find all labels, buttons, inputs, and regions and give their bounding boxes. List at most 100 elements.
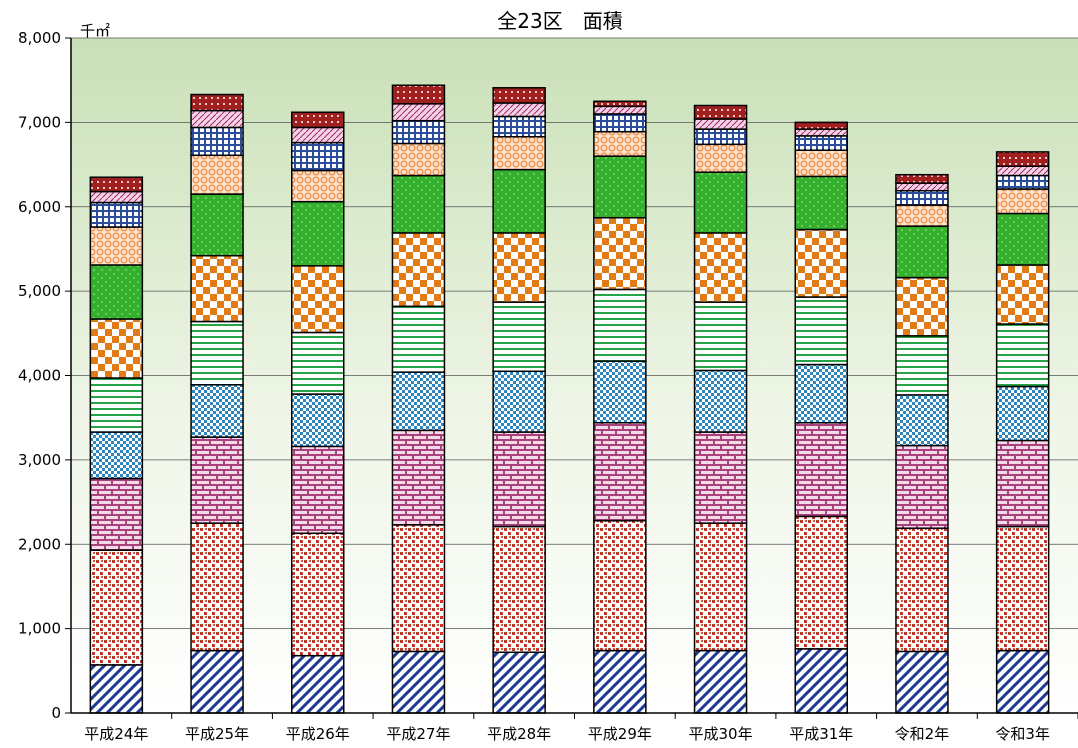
bar-segment (190, 126, 244, 157)
bar-segment (291, 126, 345, 144)
bar-segment (593, 105, 647, 115)
bar-segment (593, 155, 647, 219)
bar-segment (291, 393, 345, 448)
bar-segment (391, 142, 446, 177)
bar-segment (995, 212, 1050, 266)
bar-segment (291, 111, 345, 129)
bar-segment (492, 135, 546, 171)
bar-segment (492, 115, 546, 138)
bar-segment (391, 371, 446, 432)
bar-segment (89, 664, 144, 714)
bar-segment (593, 422, 647, 522)
bar-segment (391, 103, 446, 122)
bar-segment (492, 301, 546, 373)
unit-label: 千㎡ (80, 22, 110, 40)
bar-segment (693, 171, 748, 234)
x-tick-label: 平成26年 (286, 725, 350, 743)
bar-segment (291, 532, 345, 657)
bar-segment (391, 429, 446, 526)
bar-segment (794, 228, 848, 298)
bar-segment (693, 431, 748, 524)
bar-segment (693, 143, 748, 173)
bar-segment (895, 182, 949, 192)
bar-segment (593, 288, 647, 362)
bar-segment (291, 445, 345, 535)
x-tick-label: 平成24年 (84, 725, 148, 743)
bar-segment (391, 84, 446, 105)
bar-stack (995, 151, 1050, 714)
bar-segment (895, 276, 949, 337)
x-tick-label: 平成29年 (588, 725, 652, 743)
bar-segment (794, 515, 848, 650)
y-tick-label: 7,000 (18, 113, 61, 131)
bar-segment (794, 135, 848, 151)
bar-segment (995, 174, 1050, 190)
bar-segment (492, 431, 546, 528)
bar-segment (794, 648, 848, 714)
bar-segment (895, 225, 949, 279)
bar-segment (492, 102, 546, 118)
bar-segment (794, 363, 848, 424)
bar-segment (593, 100, 647, 108)
bar-segment (391, 305, 446, 373)
bar-segment (190, 522, 244, 652)
bar-segment (190, 93, 244, 112)
y-tick-label: 3,000 (18, 451, 61, 469)
y-tick-label: 2,000 (18, 535, 61, 553)
bar-segment (492, 651, 546, 714)
bar-segment (995, 264, 1050, 325)
bar-segment (794, 149, 848, 178)
y-tick-label: 1,000 (18, 620, 61, 638)
bar-segment (895, 650, 949, 714)
bar-segment (995, 165, 1050, 177)
bar-segment (895, 335, 949, 396)
bar-segment (593, 130, 647, 157)
bar-segment (391, 650, 446, 714)
bar-segment (492, 87, 546, 104)
bar-segment (895, 527, 949, 653)
bar-segment (291, 169, 345, 203)
bar-segment (391, 174, 446, 234)
bar-segment (89, 431, 144, 480)
bar-segment (291, 331, 345, 395)
bar-segment (89, 190, 144, 204)
bar-segment (391, 524, 446, 653)
bar-segment (89, 477, 144, 551)
bar-segment (492, 370, 546, 433)
bar-segment (492, 168, 546, 234)
bar-segment (190, 649, 244, 714)
bar-segment (190, 109, 244, 129)
bar-segment (89, 264, 144, 320)
bar-segment (291, 200, 345, 267)
bar-segment (190, 436, 244, 524)
y-tick-label: 0 (51, 704, 61, 722)
y-tick-label: 6,000 (18, 198, 61, 216)
bar-segment (89, 377, 144, 433)
bar-segment (89, 226, 144, 266)
y-tick-label: 5,000 (18, 282, 61, 300)
bar-segment (492, 232, 546, 303)
x-tick-label: 令和2年 (895, 725, 950, 743)
bar-segment (794, 175, 848, 231)
bar-segment (291, 141, 345, 172)
bar-segment (89, 176, 144, 193)
bar-segment (291, 654, 345, 714)
bar-segment (995, 649, 1050, 714)
y-tick-label: 4,000 (18, 367, 61, 385)
x-tick-label: 平成31年 (789, 725, 853, 743)
bar-segment (995, 323, 1050, 388)
bar-stack (89, 176, 144, 714)
bar-segment (693, 301, 748, 372)
x-axis-ticks: 平成24年 平成25年 平成26年 平成27年 平成28年 平成29年 平成30年 平成31年… (84, 713, 1078, 743)
x-tick-label: 平成25年 (185, 725, 249, 743)
x-tick-label: 平成28年 (487, 725, 551, 743)
bar-segment (492, 525, 546, 653)
bar-segment (89, 318, 144, 379)
bar-segment (190, 193, 244, 257)
bar-segment (391, 119, 446, 145)
bar-segment (895, 173, 949, 184)
bar-segment (794, 121, 848, 130)
bar-stack (391, 84, 446, 714)
